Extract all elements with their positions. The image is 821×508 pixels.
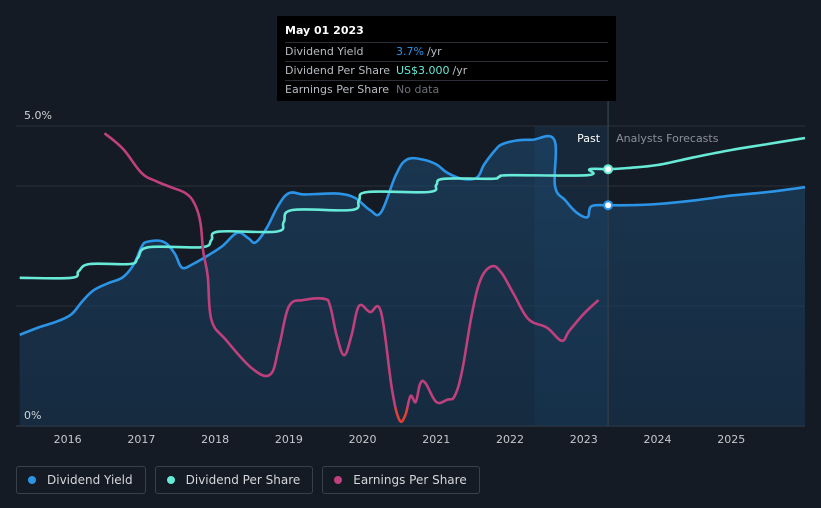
x-tick-label: 2016 bbox=[54, 433, 82, 446]
hover-marker-dps bbox=[603, 164, 614, 175]
x-tick-label: 2024 bbox=[644, 433, 672, 446]
dividend-per-share-line bbox=[19, 136, 806, 280]
legend-dot-icon bbox=[28, 476, 36, 484]
tooltip-value: No data bbox=[396, 83, 440, 96]
tooltip-label: Earnings Per Share bbox=[285, 83, 390, 96]
x-tick-label: 2017 bbox=[127, 433, 155, 446]
legend-label: Dividend Per Share bbox=[185, 473, 301, 487]
tooltip-date: May 01 2023 bbox=[285, 24, 364, 37]
tooltip-row-dividend-yield: Dividend Yield 3.7% /yr bbox=[285, 42, 608, 61]
tooltip-label: Dividend Per Share bbox=[285, 64, 391, 77]
legend-dot-icon bbox=[334, 476, 343, 484]
x-tick-label: 2021 bbox=[422, 433, 450, 446]
earnings-per-share-line bbox=[103, 132, 600, 408]
x-tick-label: 2018 bbox=[201, 433, 229, 446]
legend-label: Earnings Per Share bbox=[353, 473, 467, 487]
x-tick-label: 2020 bbox=[349, 433, 377, 446]
tooltip-label: Dividend Yield bbox=[285, 45, 364, 58]
legend-item-dividend-yield[interactable]: Dividend Yield bbox=[16, 466, 146, 494]
legend-label: Dividend Yield bbox=[47, 473, 133, 487]
legend-dot-icon bbox=[166, 476, 175, 484]
tooltip-value: US$3.000 bbox=[396, 64, 450, 77]
dividend-yield-area bbox=[19, 136, 805, 426]
legend-item-earnings-per-share[interactable]: Earnings Per Share bbox=[322, 466, 480, 494]
legend-item-dividend-per-share[interactable]: Dividend Per Share bbox=[154, 466, 314, 494]
x-tick-label: 2025 bbox=[717, 433, 745, 446]
x-tick-label: 2023 bbox=[570, 433, 598, 446]
y-tick-label: 0% bbox=[24, 409, 41, 422]
x-tick-label: 2019 bbox=[275, 433, 303, 446]
chart-legend: Dividend Yield Dividend Per Share Earnin… bbox=[16, 466, 480, 494]
x-tick-label: 2022 bbox=[496, 433, 524, 446]
tooltip-value: 3.7% bbox=[396, 45, 424, 58]
tooltip-row-earnings-per-share: Earnings Per Share No data bbox=[285, 80, 608, 99]
dividend-yield-line bbox=[19, 134, 806, 337]
forecast-label: Analysts Forecasts bbox=[616, 132, 719, 145]
tooltip-row-dividend-per-share: Dividend Per Share US$3.000 /yr bbox=[285, 61, 608, 80]
hover-tooltip: May 01 2023 Dividend Yield 3.7% /yr Divi… bbox=[277, 16, 616, 101]
tooltip-unit: /yr bbox=[452, 64, 468, 77]
tooltip-unit: /yr bbox=[426, 45, 442, 58]
past-label: Past bbox=[577, 132, 601, 145]
y-tick-label: 5.0% bbox=[24, 109, 52, 122]
hover-marker-yield bbox=[603, 200, 614, 211]
